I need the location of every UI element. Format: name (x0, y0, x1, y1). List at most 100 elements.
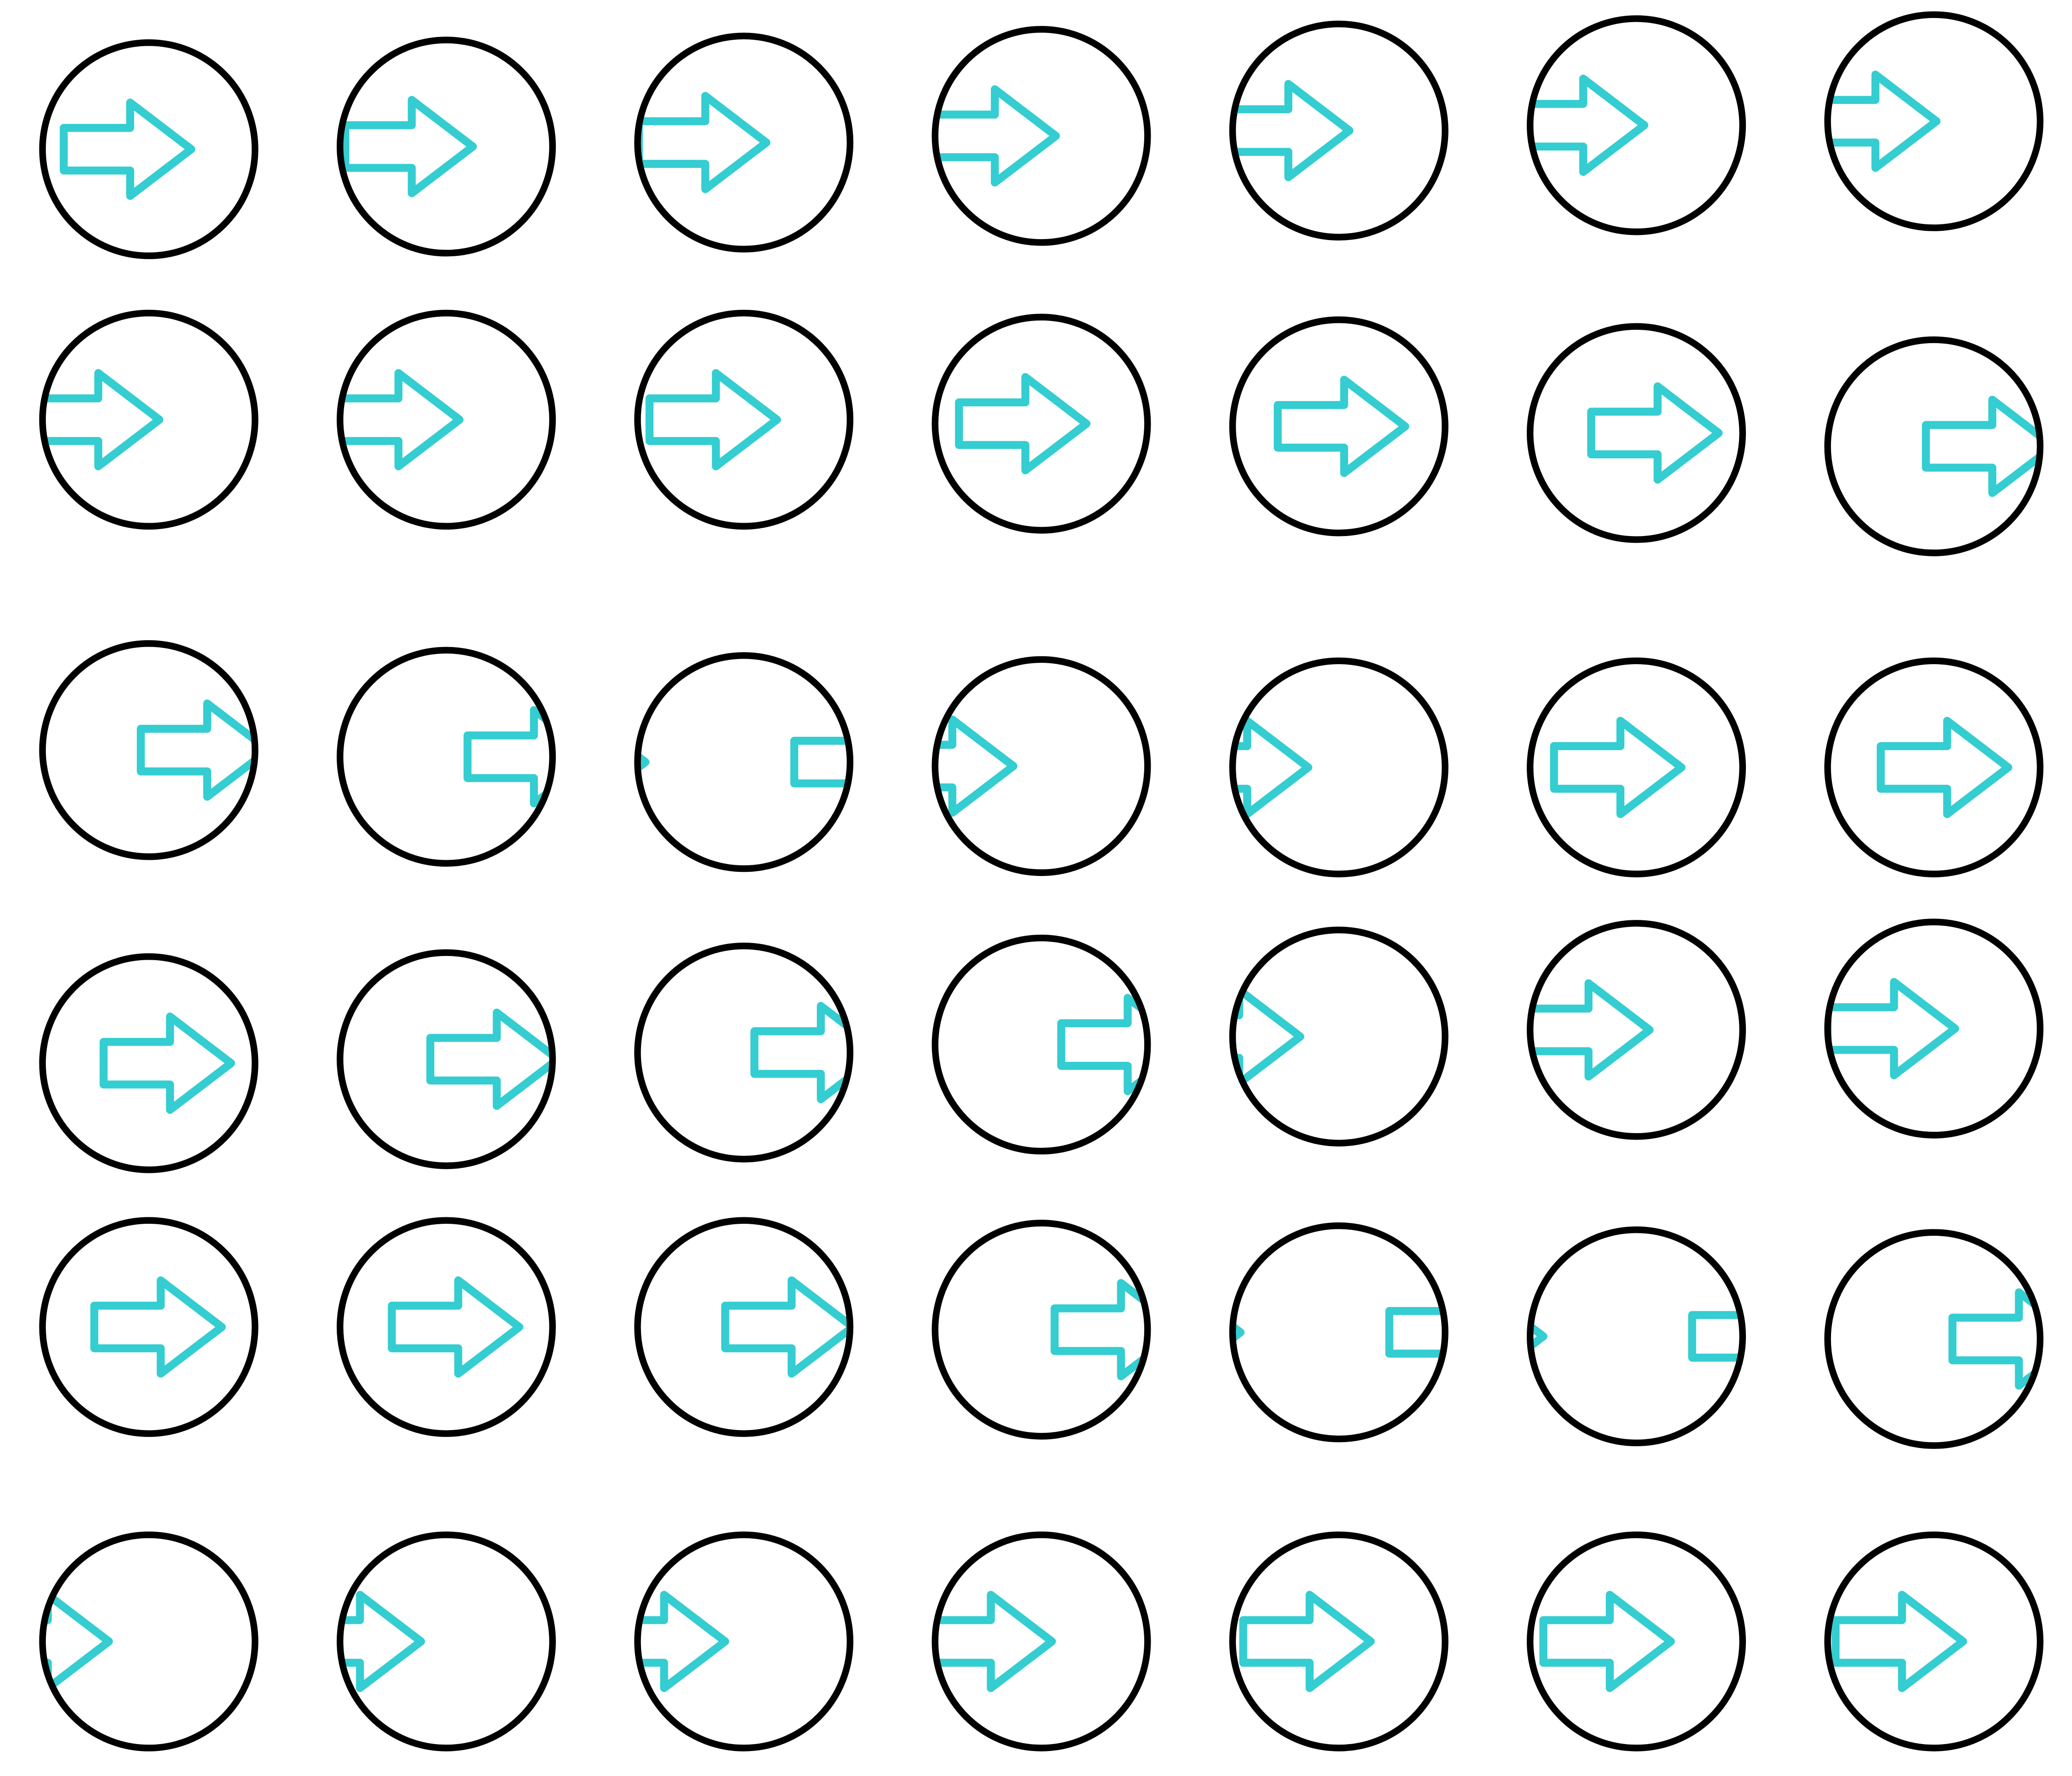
circle-outline (43, 313, 255, 526)
arrow-right-icon (104, 1017, 231, 1110)
arrow-group (785, 998, 1465, 1092)
animation-frame (1559, 1535, 2072, 1748)
arrow-right-icon (1522, 983, 1650, 1077)
arrow-right-icon (1543, 1595, 1671, 1688)
arrow-right-icon (1650, 400, 1777, 493)
animation-frame (0, 1535, 385, 1748)
arrow-right-icon (430, 1012, 558, 1106)
arrow-right-icon (1001, 380, 1129, 473)
arrow-right-icon (794, 715, 922, 809)
arrow-right-icon (959, 377, 1086, 470)
animation-frame (191, 650, 871, 863)
arrow-group (0, 1595, 385, 1688)
arrow-right-icon (1830, 721, 1958, 814)
circle-outline (43, 43, 255, 256)
circle-outline (1530, 923, 1742, 1136)
circle-outline (637, 655, 850, 869)
animation-frame (1533, 15, 2072, 228)
arrow-group (1559, 1595, 2072, 1688)
arrow-right-icon (1140, 1290, 1267, 1383)
arrow-right-icon (1400, 1292, 1528, 1386)
arrow-right-icon (392, 1280, 519, 1374)
arrow-right-icon (0, 1595, 109, 1688)
arrow-group (0, 703, 544, 797)
circle-outline (1530, 327, 1742, 540)
arrow-right-icon (1278, 721, 1406, 814)
circle-outline (637, 1535, 850, 1748)
circle-outline (1530, 1230, 1742, 1443)
arrow-group (610, 720, 1289, 813)
arrow-group (1001, 380, 1681, 473)
animation-frame (896, 930, 1576, 1143)
circle-outline (935, 317, 1147, 530)
arrow-right-icon (468, 710, 595, 803)
arrow-group (191, 710, 871, 803)
arrow-group (373, 373, 1053, 467)
arrow-right-icon (1054, 1283, 1182, 1376)
arrow-right-icon (1243, 1595, 1371, 1688)
arrow-right-icon (928, 89, 1056, 183)
circle-outline (1828, 340, 2040, 553)
arrow-group (478, 1006, 1158, 1099)
animation-frame (0, 1221, 498, 1434)
arrow-right-icon (1828, 982, 1955, 1075)
arrow-right-icon (1554, 721, 1682, 814)
circle-outline (637, 946, 850, 1159)
animation-frame (478, 946, 1158, 1159)
animation-frame (0, 643, 544, 857)
arrow-right-icon (1449, 990, 1577, 1083)
animation-frame (785, 938, 1465, 1151)
circle-outline (1233, 930, 1445, 1143)
arrow-right-icon (1953, 1292, 2072, 1386)
animation-frame (518, 655, 1198, 869)
arrow-group (1315, 386, 1995, 480)
circle-outline (935, 29, 1147, 242)
arrow-right-icon (598, 1595, 725, 1688)
circle-outline (637, 36, 850, 249)
animation-frame (17, 1535, 697, 1748)
arrow-right-icon (449, 1280, 577, 1374)
arrow-right-icon (1665, 1286, 1793, 1379)
animation-frame (1551, 922, 2072, 1135)
arrow-right-icon (373, 373, 501, 467)
circle-outline (1233, 1226, 1445, 1439)
arrow-right-icon (1181, 721, 1308, 814)
arrow-group (0, 373, 436, 467)
circle-outline (1233, 661, 1445, 874)
arrow-right-icon (1692, 1290, 1820, 1383)
arrow-right-icon (1001, 1280, 1129, 1374)
circle-outline (935, 1535, 1147, 1748)
arrow-group (0, 103, 468, 196)
circle-outline (43, 1535, 255, 1748)
arrow-group (1246, 983, 1926, 1077)
circle-outline (1828, 1233, 2040, 1446)
arrow-right-icon (258, 1595, 385, 1688)
arrow-group (778, 1283, 1458, 1376)
circle-outline (1233, 24, 1445, 237)
circle-outline (340, 953, 552, 1166)
arrow-right-icon (294, 1595, 421, 1688)
animation-frame (1400, 1233, 2072, 1446)
animation-frame (69, 40, 749, 253)
circle-outline (1530, 1535, 1742, 1748)
arrow-right-icon (610, 720, 737, 813)
circle-outline (43, 956, 255, 1170)
arrow-right-icon (649, 373, 777, 467)
arrow-right-icon (896, 990, 1024, 1083)
arrow-right-icon (17, 1595, 145, 1688)
arrow-right-icon (332, 373, 460, 467)
arrow-right-icon (1591, 386, 1719, 480)
arrow-right-icon (683, 377, 810, 470)
circle-outline (1530, 18, 1742, 232)
arrow-right-icon (345, 100, 473, 193)
arrow-right-icon (340, 103, 468, 196)
arrow-right-icon (668, 1280, 796, 1374)
circle-outline (340, 40, 552, 253)
arrow-right-icon (1457, 721, 1585, 814)
animation-frame (778, 1223, 1458, 1437)
arrow-right-icon (1071, 715, 1198, 809)
arrow-group (1551, 982, 2072, 1075)
circle-outline (637, 313, 850, 526)
circle-outline (340, 313, 552, 526)
